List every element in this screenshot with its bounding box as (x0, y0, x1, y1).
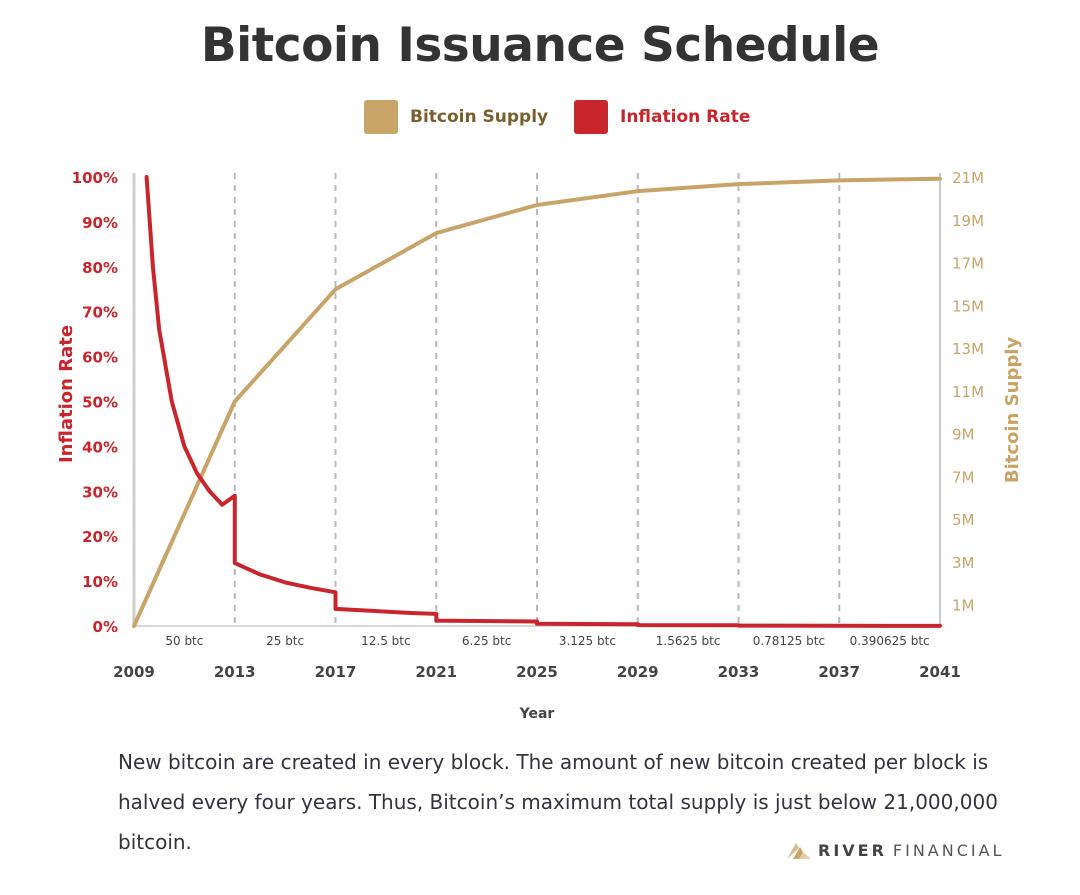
y-right-tick-label: 13M (952, 340, 984, 358)
block-reward-labels: 50 btc 25 btc 12.5 btc 6.25 btc 3.125 btc 1.5… (165, 634, 929, 648)
x-tick-label: 2025 (516, 663, 558, 681)
legend-item-supply: Bitcoin Supply (364, 100, 548, 134)
logo-word-river: RIVER (818, 840, 887, 860)
y-right-tick-label: 21M (952, 169, 984, 187)
y-left-tick-label: 50% (82, 394, 118, 412)
legend-item-inflation: Inflation Rate (574, 100, 750, 134)
y-right-tick-label: 19M (952, 212, 984, 230)
y-left-tick-label: 80% (82, 259, 118, 277)
right-axis-ticks: 1M 3M 5M 7M 9M 11M 13M 15M 17M 19M 21M (952, 169, 984, 615)
chart-title: Bitcoin Issuance Schedule (200, 18, 880, 73)
x-tick-label: 2021 (415, 663, 457, 681)
legend-label-supply: Bitcoin Supply (410, 107, 549, 127)
river-mountain-icon (787, 843, 811, 859)
x-tick-label: 2013 (214, 663, 256, 681)
block-reward-label: 25 btc (266, 634, 304, 648)
grid-lines (233, 173, 941, 626)
river-financial-logo: RIVER FINANCIAL (786, 836, 1004, 864)
y-left-tick-label: 10% (82, 573, 118, 591)
y-left-tick-label: 60% (82, 349, 118, 367)
x-axis-ticks: 2009 2013 2017 2021 2025 2029 2033 2037 2041 (113, 663, 961, 681)
y-right-tick-label: 3M (952, 554, 975, 572)
x-axis-label: Year (519, 706, 555, 722)
y-right-tick-label: 17M (952, 255, 984, 273)
x-tick-label: 2037 (818, 663, 860, 681)
block-reward-label: 0.390625 btc (850, 634, 930, 648)
y-left-tick-label: 20% (82, 528, 118, 546)
series-lines (132, 175, 942, 628)
left-axis-ticks: 0% 10% 20% 30% 40% 50% 60% 70% 80% 90% 100% (72, 169, 118, 636)
y-right-axis-label: Bitcoin Supply (1002, 337, 1023, 483)
block-reward-label: 12.5 btc (361, 634, 410, 648)
x-tick-label: 2029 (617, 663, 659, 681)
y-right-tick-label: 9M (952, 426, 975, 444)
block-reward-label: 0.78125 btc (753, 634, 825, 648)
x-tick-label: 2033 (718, 663, 760, 681)
y-right-tick-label: 1M (952, 597, 975, 615)
y-right-tick-label: 15M (952, 297, 984, 315)
block-reward-label: 6.25 btc (462, 634, 511, 648)
y-left-tick-label: 40% (82, 438, 118, 456)
legend: Bitcoin Supply Inflation Rate (0, 100, 1080, 140)
x-tick-label: 2041 (919, 663, 961, 681)
y-left-tick-label: 70% (82, 304, 118, 322)
x-tick-label: 2017 (315, 663, 357, 681)
x-tick-label: 2009 (113, 663, 155, 681)
y-left-tick-label: 0% (93, 618, 118, 636)
block-reward-label: 50 btc (165, 634, 203, 648)
legend-label-inflation: Inflation Rate (620, 107, 751, 127)
legend-swatch-supply (364, 100, 398, 134)
y-right-tick-label: 5M (952, 511, 975, 529)
y-left-tick-label: 90% (82, 214, 118, 232)
block-reward-label: 1.5625 btc (656, 634, 721, 648)
logo-word-financial: FINANCIAL (892, 840, 1005, 860)
footer-description: New bitcoin are created in every block. … (118, 750, 998, 854)
y-left-axis-label: Inflation Rate (56, 325, 77, 463)
series-line-inflation (144, 175, 942, 628)
y-left-tick-label: 100% (72, 169, 118, 187)
series-line-supply (132, 176, 942, 628)
y-right-tick-label: 7M (952, 468, 975, 486)
legend-swatch-inflation (574, 100, 608, 134)
block-reward-label: 3.125 btc (559, 634, 616, 648)
y-left-tick-label: 30% (82, 483, 118, 501)
issuance-chart: 0% 10% 20% 30% 40% 50% 60% 70% 80% 90% 100% 1M 3M 5M… (56, 169, 1023, 722)
y-right-tick-label: 11M (952, 383, 984, 401)
